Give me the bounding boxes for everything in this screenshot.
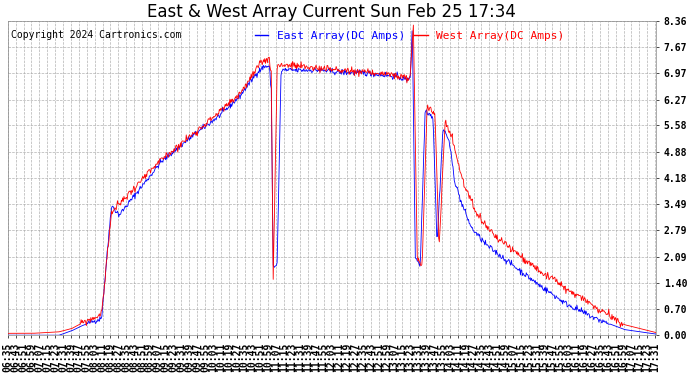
Title: East & West Array Current Sun Feb 25 17:34: East & West Array Current Sun Feb 25 17:…: [148, 3, 516, 21]
Text: Copyright 2024 Cartronics.com: Copyright 2024 Cartronics.com: [11, 30, 181, 40]
Legend: East Array(DC Amps), West Array(DC Amps): East Array(DC Amps), West Array(DC Amps): [250, 27, 569, 45]
